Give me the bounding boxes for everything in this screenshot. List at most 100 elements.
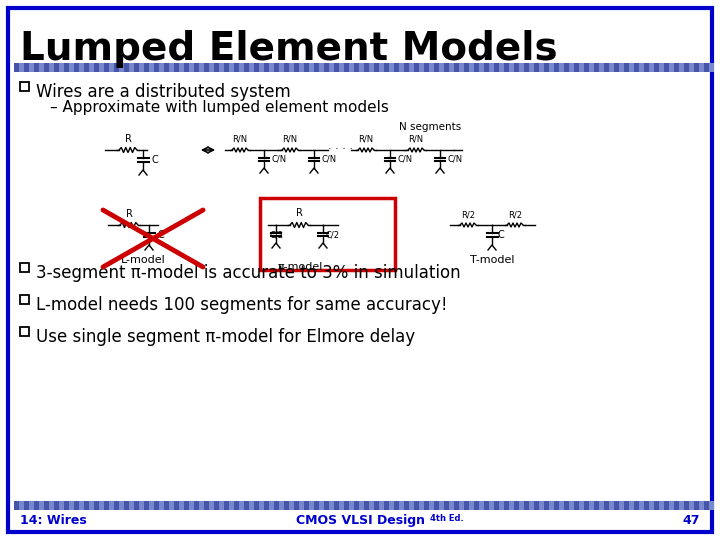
Bar	[354, 63, 359, 72]
Bar	[260, 198, 395, 270]
Bar	[184, 501, 189, 510]
Bar	[259, 63, 264, 72]
Bar	[509, 63, 514, 72]
Bar	[619, 63, 624, 72]
Bar	[659, 501, 664, 510]
Bar	[349, 63, 354, 72]
Bar	[179, 501, 184, 510]
Text: π-model: π-model	[277, 262, 323, 272]
Bar	[459, 63, 464, 72]
Bar	[494, 63, 499, 72]
Bar	[544, 501, 549, 510]
Bar	[144, 63, 149, 72]
Bar	[554, 63, 559, 72]
Text: R/N: R/N	[233, 135, 248, 144]
Text: 14: Wires: 14: Wires	[20, 514, 86, 527]
Bar	[644, 63, 649, 72]
Bar	[374, 501, 379, 510]
Bar	[79, 501, 84, 510]
Bar	[119, 501, 124, 510]
Text: 3-segment π-model is accurate to 3% in simulation: 3-segment π-model is accurate to 3% in s…	[36, 264, 461, 282]
Bar	[154, 501, 159, 510]
Text: . . . .: . . . .	[328, 141, 353, 151]
Bar	[689, 63, 694, 72]
Bar	[144, 501, 149, 510]
Bar	[54, 63, 59, 72]
Bar	[149, 63, 154, 72]
Bar	[429, 63, 434, 72]
Bar	[274, 63, 279, 72]
Bar	[164, 501, 169, 510]
Bar	[14, 501, 19, 510]
Bar	[99, 501, 104, 510]
Bar	[399, 63, 404, 72]
Bar	[329, 63, 334, 72]
Bar	[694, 501, 699, 510]
Bar	[654, 501, 659, 510]
Bar	[674, 63, 679, 72]
Bar	[20, 263, 29, 272]
Bar	[54, 501, 59, 510]
Bar	[474, 501, 479, 510]
Bar	[379, 63, 384, 72]
Bar	[599, 501, 604, 510]
Bar	[184, 63, 189, 72]
Bar	[79, 63, 84, 72]
Bar	[704, 63, 709, 72]
Bar	[314, 63, 319, 72]
Bar	[359, 501, 364, 510]
Bar	[24, 63, 29, 72]
Bar	[39, 501, 44, 510]
Bar	[459, 501, 464, 510]
Bar	[314, 501, 319, 510]
Bar	[309, 63, 314, 72]
Bar	[59, 501, 64, 510]
Bar	[304, 501, 309, 510]
Bar	[329, 501, 334, 510]
Bar	[109, 501, 114, 510]
Bar	[219, 501, 224, 510]
Bar	[209, 501, 214, 510]
Bar	[20, 82, 29, 91]
Bar	[584, 63, 589, 72]
Bar	[454, 501, 459, 510]
Bar	[529, 63, 534, 72]
Bar	[229, 63, 234, 72]
Bar	[14, 63, 19, 72]
Bar	[194, 63, 199, 72]
Bar	[354, 501, 359, 510]
Text: N segments: N segments	[399, 122, 461, 132]
Text: C: C	[151, 155, 158, 165]
Bar	[294, 501, 299, 510]
Bar	[139, 63, 144, 72]
Bar	[304, 63, 309, 72]
Bar	[259, 501, 264, 510]
Bar	[279, 501, 284, 510]
Bar	[109, 63, 114, 72]
Bar	[194, 501, 199, 510]
Bar	[614, 63, 619, 72]
Bar	[324, 63, 329, 72]
Bar	[549, 63, 554, 72]
Bar	[699, 63, 704, 72]
Bar	[84, 501, 89, 510]
Bar	[369, 63, 374, 72]
Bar	[469, 63, 474, 72]
Bar	[574, 501, 579, 510]
Bar	[104, 63, 109, 72]
Text: – Approximate with lumped element models: – Approximate with lumped element models	[50, 100, 389, 115]
Bar	[299, 63, 304, 72]
Bar	[249, 63, 254, 72]
Bar	[179, 63, 184, 72]
Bar	[149, 501, 154, 510]
Bar	[644, 501, 649, 510]
Bar	[424, 501, 429, 510]
Bar	[404, 63, 409, 72]
Bar	[99, 63, 104, 72]
Bar	[579, 63, 584, 72]
Bar	[614, 501, 619, 510]
Bar	[689, 501, 694, 510]
Bar	[204, 501, 209, 510]
Bar	[664, 501, 669, 510]
Bar	[439, 63, 444, 72]
